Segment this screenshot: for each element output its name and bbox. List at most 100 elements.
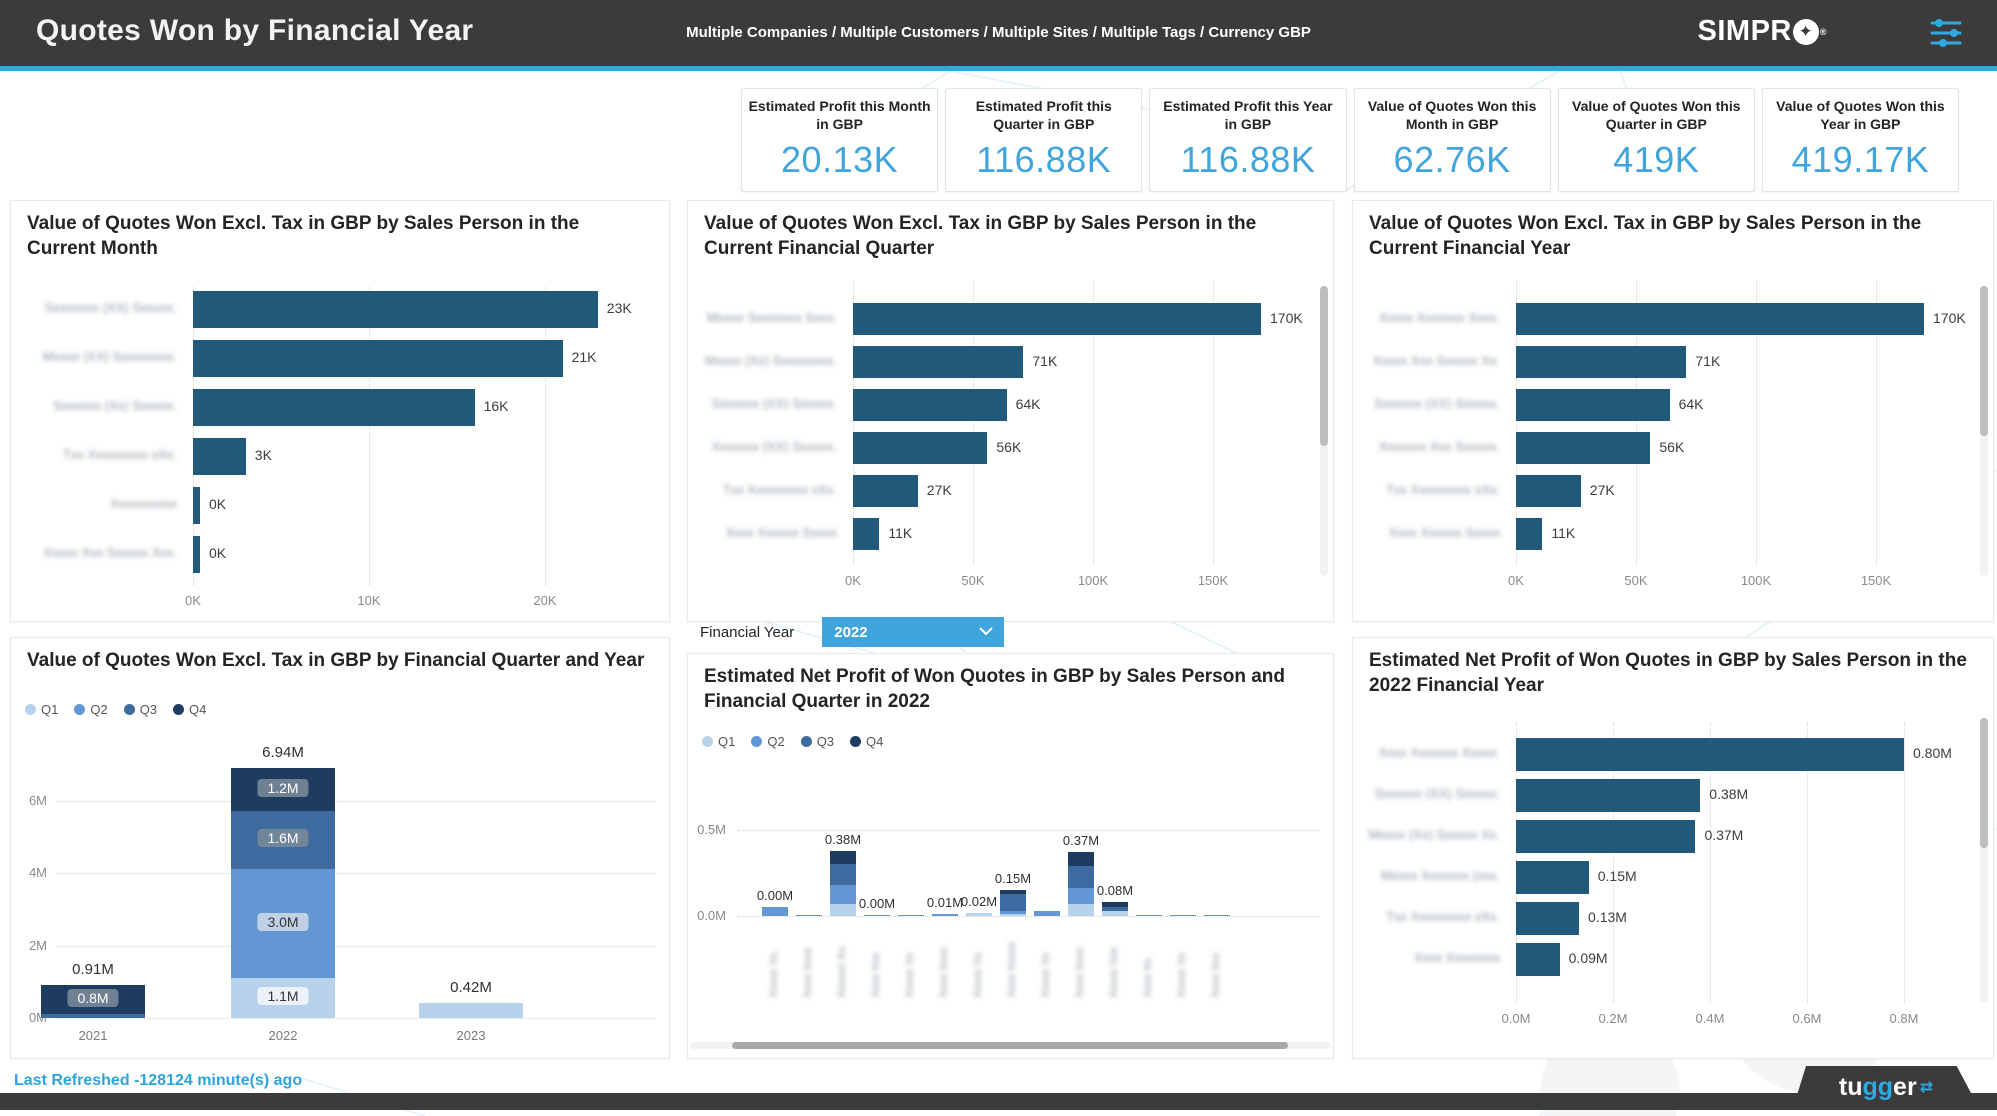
bar[interactable]: [853, 518, 880, 550]
stack-segment-q3[interactable]: [1102, 907, 1128, 911]
segment-label: 1.2M: [257, 778, 309, 797]
bar[interactable]: [1516, 303, 1924, 335]
stack-segment-q3[interactable]: [1068, 866, 1094, 889]
bar[interactable]: [853, 303, 1261, 335]
bar[interactable]: [853, 475, 918, 507]
bar[interactable]: [193, 290, 598, 328]
scrollbar-thumb[interactable]: [1320, 286, 1328, 446]
stack-segment-q1[interactable]: [1102, 910, 1128, 916]
bar[interactable]: [853, 346, 1024, 378]
category-label: 2022: [268, 1028, 298, 1043]
legend-item-q3[interactable]: Q3: [123, 702, 157, 717]
bar[interactable]: [1516, 737, 1904, 771]
scrollbar-thumb[interactable]: [732, 1042, 1288, 1049]
legend-label: Q1: [41, 702, 59, 717]
bar[interactable]: [1516, 346, 1687, 378]
bar[interactable]: [193, 339, 563, 377]
filter-label: Financial Year: [700, 623, 795, 641]
bar[interactable]: [853, 389, 1007, 421]
stack-segment-q3[interactable]: [1000, 893, 1026, 911]
stack-segment-q2[interactable]: [1136, 915, 1162, 916]
stack-segment-q2[interactable]: [1034, 910, 1060, 916]
bar[interactable]: [1516, 432, 1651, 464]
scrollbar-thumb[interactable]: [1980, 286, 1988, 436]
bar[interactable]: [1516, 389, 1670, 421]
stack-segment-q3[interactable]: 1.6M: [231, 811, 335, 870]
stack-segment-q4[interactable]: [1068, 852, 1094, 867]
stack-segment-q4[interactable]: 1.2M: [231, 767, 335, 812]
financial-year-dropdown[interactable]: 2022: [822, 617, 1005, 647]
bar[interactable]: [1516, 518, 1543, 550]
stack-segment-q4[interactable]: 0.8M: [41, 985, 145, 1014]
bar[interactable]: [1516, 942, 1560, 976]
gridline: [545, 286, 546, 585]
bar[interactable]: [1516, 860, 1589, 894]
stack-segment-q2[interactable]: 3.0M: [231, 869, 335, 979]
bar[interactable]: [1516, 901, 1580, 935]
bar-value-label: 16K: [483, 398, 509, 414]
bar[interactable]: [193, 486, 200, 524]
legend-item-q2[interactable]: Q2: [751, 734, 785, 749]
total-label: 0.15M: [994, 871, 1032, 887]
stack-segment-q2[interactable]: [1170, 915, 1196, 916]
bar[interactable]: [853, 432, 988, 464]
stack-segment-q1[interactable]: [419, 1002, 523, 1018]
legend-item-q1[interactable]: Q1: [702, 734, 735, 749]
stack-segment-q2[interactable]: [830, 885, 856, 904]
stack-segment-q2[interactable]: [898, 915, 924, 916]
stack-segment-q4[interactable]: [1000, 890, 1026, 894]
bar-value-label: 0.09M: [1568, 950, 1608, 966]
chart-panel-year-by-person: Value of Quotes Won Excl. Tax in GBP by …: [1352, 200, 1994, 622]
gridline: [1516, 281, 1517, 565]
filters-sliders-icon[interactable]: [1927, 14, 1965, 52]
legend-dot-icon: [25, 704, 36, 715]
legend-item-q4[interactable]: Q4: [850, 734, 883, 749]
kpi-card-row: Estimated Profit this Month in GBP 20.13…: [741, 88, 1960, 192]
gridline: [1613, 723, 1614, 1003]
gridline: [57, 800, 655, 802]
stack-segment-q2[interactable]: [864, 915, 890, 916]
stack-segment-q2[interactable]: [762, 907, 788, 916]
stack-segment-q3[interactable]: [830, 864, 856, 886]
scrollbar-thumb[interactable]: [1980, 718, 1988, 848]
stack-segment-q4[interactable]: [1102, 902, 1128, 908]
legend-item-q3[interactable]: Q3: [800, 734, 834, 749]
stack-segment-q1[interactable]: [966, 912, 992, 916]
simpro-logo-gear-icon: ✦: [1792, 18, 1819, 45]
bar[interactable]: [193, 437, 246, 475]
bar-value-label: 0.37M: [1704, 827, 1744, 843]
bar-value-label: 0.15M: [1597, 868, 1637, 884]
category-label: Mxxxx (XX) Sxxxxxxxx.: [42, 349, 177, 364]
stack-segment-q3[interactable]: [41, 1014, 145, 1018]
dropdown-selected-value: 2022: [834, 623, 868, 641]
stack-segment-q2[interactable]: [1068, 888, 1094, 904]
bar[interactable]: [1516, 778, 1701, 812]
legend-item-q4[interactable]: Q4: [173, 702, 206, 717]
x-axis-tick: 100K: [1077, 573, 1109, 588]
stack-segment-q1[interactable]: 1.1M: [231, 978, 335, 1018]
stack-segment-q2[interactable]: [796, 915, 822, 916]
stack-segment-q2[interactable]: [1204, 915, 1230, 916]
kpi-label: Estimated Profit this Month in GBP: [748, 98, 931, 133]
kpi-card-est-profit-quarter: Estimated Profit this Quarter in GBP 116…: [945, 88, 1143, 192]
legend-label: Q2: [767, 734, 785, 749]
stack-segment-q4[interactable]: [830, 850, 856, 865]
legend-item-q1[interactable]: Q1: [25, 702, 58, 717]
stack-segment-q1[interactable]: [1000, 914, 1026, 916]
kpi-value: 116.88K: [976, 139, 1112, 181]
stack-segment-q2[interactable]: [932, 914, 958, 916]
category-label: Sxxxxxx (XX) Sxxxxx.: [1374, 396, 1500, 411]
stack-segment-q2[interactable]: [1000, 910, 1026, 915]
bar[interactable]: [193, 535, 200, 573]
stack-segment-q1[interactable]: [830, 903, 856, 916]
legend-item-q2[interactable]: Q2: [74, 702, 108, 717]
x-axis-tick: 0.4M: [1695, 1011, 1725, 1026]
stack-segment-q1[interactable]: [1068, 903, 1094, 916]
kpi-card-quotes-won-quarter: Value of Quotes Won this Quarter in GBP …: [1557, 88, 1755, 192]
bar[interactable]: [1516, 819, 1696, 853]
gridline: [738, 830, 1320, 831]
bar[interactable]: [193, 388, 475, 426]
bar[interactable]: [1516, 475, 1581, 507]
bar-value-label: 71K: [1695, 353, 1721, 369]
category-label: 2023: [456, 1028, 486, 1043]
